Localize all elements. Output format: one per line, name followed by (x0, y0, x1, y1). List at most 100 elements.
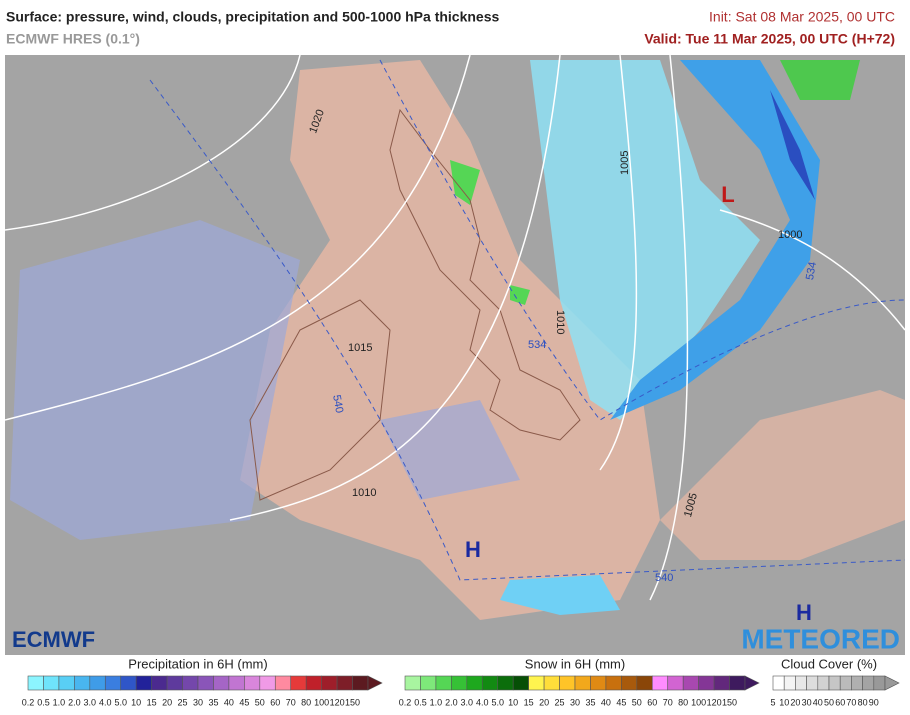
legend-swatch (839, 675, 852, 691)
legend-swatch (729, 675, 746, 691)
legend-label: 35 (585, 697, 595, 707)
legend-swatch (352, 675, 369, 691)
legend-label: 45 (616, 697, 626, 707)
legend-label: 1.0 (53, 697, 66, 707)
legend-swatch (559, 675, 576, 691)
legend-swatch (466, 675, 483, 691)
legend-swatch (636, 675, 653, 691)
legend-swatch (213, 675, 230, 691)
legend-label: 35 (208, 697, 218, 707)
legend-label: 40 (224, 697, 234, 707)
legend-swatch (89, 675, 106, 691)
thickness-label: 534 (804, 261, 819, 281)
model: ECMWF HRES (0.1°) (6, 31, 140, 47)
legend-swatch (862, 675, 875, 691)
legend-label: 25 (555, 697, 565, 707)
legend-label: 4.0 (476, 697, 489, 707)
legend-swatch (574, 675, 591, 691)
legend-swatch (274, 675, 292, 691)
legend-arrow (884, 675, 900, 691)
legend-swatch (420, 675, 437, 691)
legend-swatch (43, 675, 60, 691)
legend-swatch (228, 675, 245, 691)
init: Init: Sat 08 Mar 2025, 00 UTC (709, 9, 895, 25)
legend-swatch (182, 675, 199, 691)
legend-arrow (744, 675, 760, 691)
legend-label: 90 (869, 697, 879, 707)
high-center: H (465, 537, 481, 562)
thickness-label: 540 (330, 394, 345, 414)
high-center: H (796, 600, 812, 625)
legend-label: 30 (802, 697, 812, 707)
legend-label: 100 (314, 697, 329, 707)
legend-label: 150 (345, 697, 360, 707)
legend-label: 3.0 (461, 697, 474, 707)
legend-swatch (682, 675, 699, 691)
legend-swatch (451, 675, 468, 691)
legend-swatch (58, 675, 75, 691)
legend-label: 50 (632, 697, 642, 707)
legend-swatch (321, 675, 338, 691)
legend-swatch (651, 675, 669, 691)
isobar-label: 1005 (619, 151, 631, 175)
legend-swatch (713, 675, 730, 691)
legend-swatch (305, 675, 322, 691)
legend-label: 10 (131, 697, 141, 707)
legend-label: 120 (707, 697, 722, 707)
legend-label: 60 (835, 697, 845, 707)
legend-swatch (772, 675, 785, 691)
valid: Valid: Tue 11 Mar 2025, 00 UTC (H+72) (644, 31, 895, 47)
legend-swatch (817, 675, 830, 691)
legend-swatch (120, 675, 137, 691)
legend-label: 4.0 (99, 697, 112, 707)
map (5, 55, 905, 655)
legend-label: 80 (858, 697, 868, 707)
legend-swatch (435, 675, 452, 691)
legend-swatch (590, 675, 607, 691)
title: Surface: pressure, wind, clouds, precipi… (6, 9, 499, 25)
legend-label: 3.0 (84, 697, 97, 707)
legend-swatch (806, 675, 819, 691)
legend-label: 50 (255, 697, 265, 707)
legend-swatch (497, 675, 514, 691)
legend-swatch (336, 675, 353, 691)
legend-label: 5.0 (114, 697, 127, 707)
legend-label: 60 (270, 697, 280, 707)
legend-swatch (166, 675, 183, 691)
legend-swatch (197, 675, 214, 691)
legend-label: 120 (330, 697, 345, 707)
legend-label: 15 (524, 697, 534, 707)
legend-label: 20 (539, 697, 549, 707)
legend-label: 30 (193, 697, 203, 707)
legend-label: 10 (779, 697, 789, 707)
legend-title: Precipitation in 6H (mm) (128, 656, 267, 671)
legend-swatch (851, 675, 863, 691)
legend-label: 70 (663, 697, 673, 707)
legend-swatch (404, 675, 421, 691)
legend-label: 0.5 (37, 697, 50, 707)
legend-label: 0.2 (399, 697, 412, 707)
legend-swatch (621, 675, 638, 691)
legend-swatch (135, 675, 152, 691)
legend-label: 50 (824, 697, 834, 707)
legend-label: 150 (722, 697, 737, 707)
thickness-label: 534 (528, 339, 546, 351)
legend-swatch (667, 675, 684, 691)
legend-label: 30 (570, 697, 580, 707)
isobar-label: 1010 (352, 487, 376, 499)
legend-label: 60 (647, 697, 657, 707)
legend-swatch (783, 675, 796, 691)
legend-swatch (873, 675, 886, 691)
legend-title: Snow in 6H (mm) (525, 656, 625, 671)
legend-label: 20 (790, 697, 800, 707)
isobar-label: 1010 (554, 310, 566, 334)
isobar-label: 1000 (778, 229, 802, 241)
legend-label: 5.0 (491, 697, 504, 707)
thickness-label: 540 (655, 572, 673, 584)
legend-swatch (605, 675, 622, 691)
legend-label: 40 (601, 697, 611, 707)
isobar-label: 1015 (348, 342, 372, 354)
legend-swatch (795, 675, 807, 691)
legend-label: 1.0 (430, 697, 443, 707)
